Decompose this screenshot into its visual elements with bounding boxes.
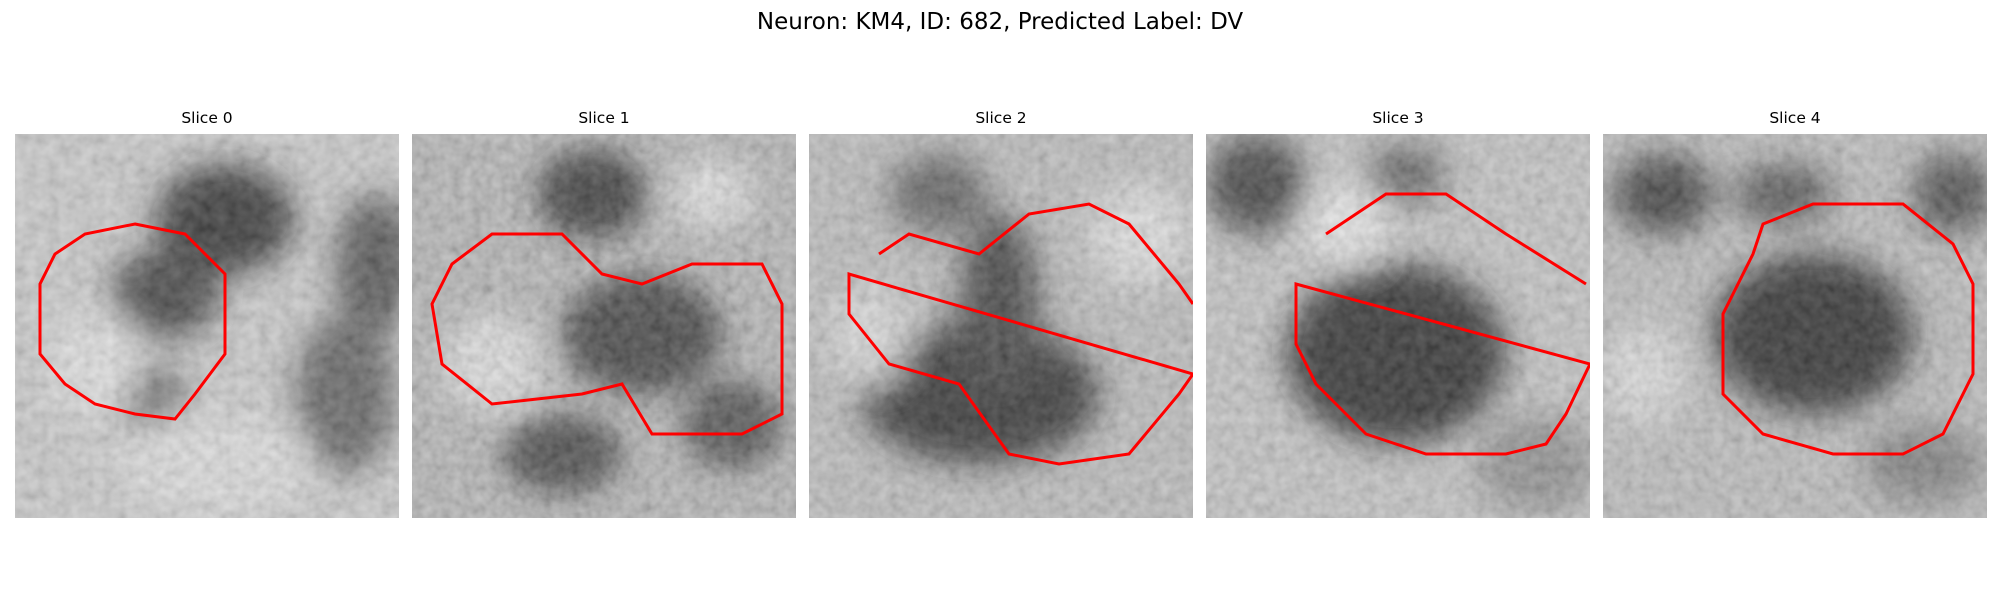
slice-title-3: Slice 3 — [1372, 109, 1424, 127]
slice-title-4: Slice 4 — [1769, 109, 1821, 127]
contour-4 — [1721, 202, 1975, 456]
slice-panel-4: Slice 4 — [1603, 108, 1987, 518]
figure-title: Neuron: KM4, ID: 682, Predicted Label: D… — [756, 9, 1244, 35]
slice-title-1: Slice 1 — [578, 109, 630, 127]
slice-panel-3: Slice 3 — [1206, 108, 1590, 518]
slice-image-2 — [809, 134, 1193, 518]
slice-image-1 — [412, 134, 796, 518]
contour-3 — [1294, 192, 1590, 456]
slice-title-2: Slice 2 — [975, 109, 1027, 127]
slice-image-4 — [1603, 134, 1987, 518]
slice-title-0: Slice 0 — [181, 109, 233, 127]
slice-image-3 — [1206, 134, 1590, 518]
slice-panel-1: Slice 1 — [412, 108, 796, 518]
contour-2 — [847, 202, 1193, 466]
slice-panel-0: Slice 0 — [15, 108, 399, 518]
slice-image-0 — [15, 134, 399, 518]
contour-1 — [430, 232, 784, 436]
slice-panel-2: Slice 2 — [809, 108, 1193, 518]
contour-0 — [38, 222, 227, 421]
